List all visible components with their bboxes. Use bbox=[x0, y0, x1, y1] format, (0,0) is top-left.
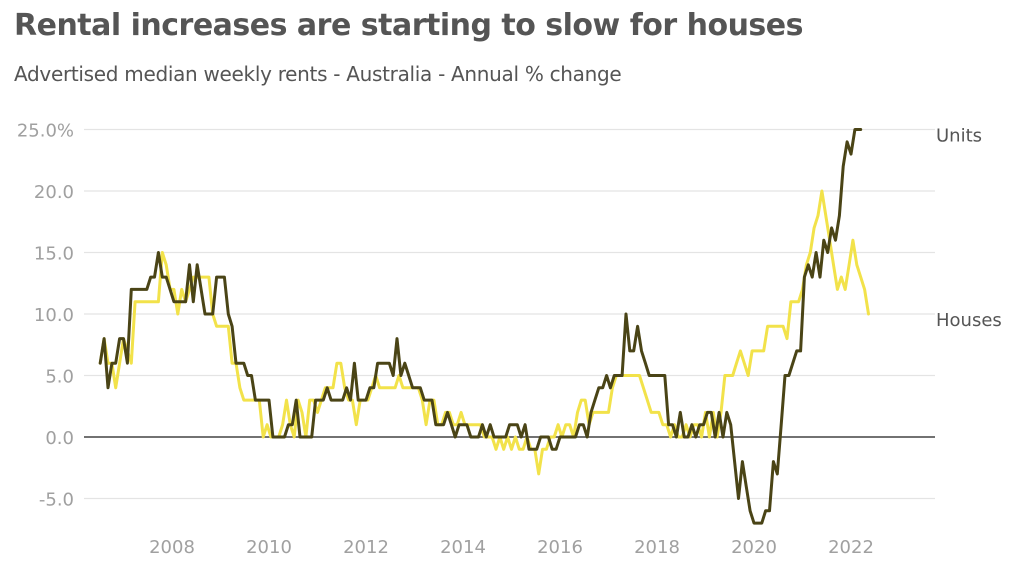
series-lines bbox=[98, 128, 870, 525]
y-tick-label: -5.0 bbox=[39, 490, 74, 511]
x-tick-label: 2010 bbox=[246, 537, 292, 558]
chart-title: Rental increases are starting to slow fo… bbox=[14, 8, 804, 43]
x-tick-label: 2016 bbox=[537, 537, 583, 558]
x-tick-label: 2014 bbox=[440, 537, 486, 558]
series-label-houses: Houses bbox=[936, 310, 1002, 331]
x-tick-label: 2008 bbox=[149, 537, 195, 558]
series-label-units: Units bbox=[936, 126, 982, 147]
series-labels: Houses Units bbox=[936, 126, 1002, 332]
y-tick-label: 0.0 bbox=[45, 428, 74, 449]
y-tick-label: 10.0 bbox=[34, 305, 74, 326]
x-tick-label: 2020 bbox=[731, 537, 777, 558]
x-tick-label: 2018 bbox=[634, 537, 680, 558]
x-axis-tick-labels: 2008 2010 2012 2014 2016 2018 2020 2022 bbox=[149, 537, 874, 558]
gridlines bbox=[84, 128, 935, 500]
y-axis-tick-labels: -5.0 0.0 5.0 10.0 15.0 20.0 25.0% bbox=[17, 121, 74, 511]
chart-subtitle: Advertised median weekly rents - Austral… bbox=[14, 62, 622, 86]
series-line-units bbox=[98, 128, 863, 525]
x-tick-label: 2022 bbox=[828, 537, 874, 558]
y-tick-label: 20.0 bbox=[34, 182, 74, 203]
y-tick-label: 25.0% bbox=[17, 121, 74, 142]
y-tick-label: 5.0 bbox=[45, 367, 74, 388]
series-line-houses bbox=[98, 189, 870, 476]
x-tick-label: 2012 bbox=[343, 537, 389, 558]
y-tick-label: 15.0 bbox=[34, 244, 74, 265]
